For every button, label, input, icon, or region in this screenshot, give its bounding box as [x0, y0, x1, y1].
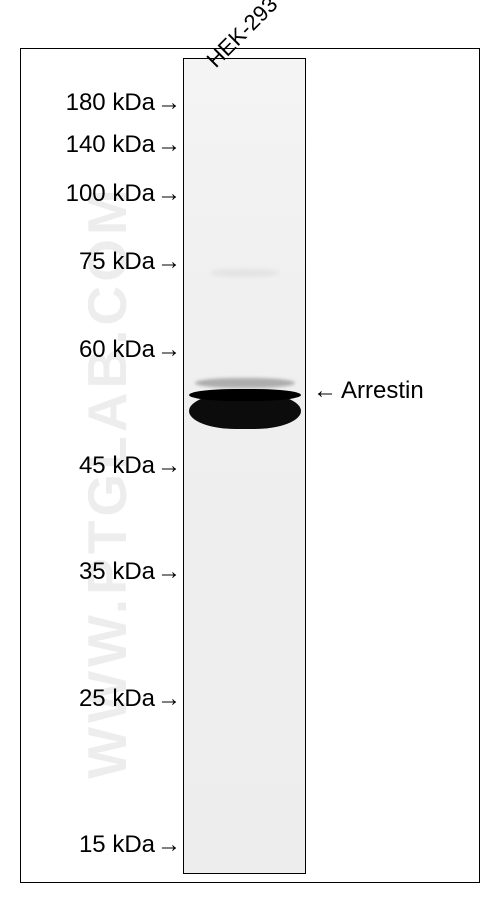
marker-label: 60 kDa→ [79, 336, 181, 364]
marker-label-text: 140 kDa [66, 131, 155, 158]
marker-label-text: 100 kDa [66, 180, 155, 207]
marker-label: 35 kDa→ [79, 558, 181, 586]
marker-label: 100 kDa→ [66, 180, 181, 208]
marker-label: 25 kDa→ [79, 685, 181, 713]
target-band-label: ←Arrestin [313, 377, 424, 405]
marker-label: 75 kDa→ [79, 248, 181, 276]
arrow-right-icon: → [157, 180, 181, 208]
marker-label: 180 kDa→ [66, 89, 181, 117]
marker-label-text: 35 kDa [79, 558, 155, 585]
blot-band [210, 269, 280, 277]
arrow-right-icon: → [157, 685, 181, 713]
marker-label: 140 kDa→ [66, 131, 181, 159]
arrow-right-icon: → [157, 831, 181, 859]
marker-label: 45 kDa→ [79, 452, 181, 480]
blot-band [195, 378, 295, 388]
lane-background [184, 59, 305, 873]
arrow-right-icon: → [157, 558, 181, 586]
arrow-right-icon: → [157, 336, 181, 364]
marker-label-text: 15 kDa [79, 831, 155, 858]
target-label-text: Arrestin [341, 377, 424, 404]
blot-band [189, 389, 301, 401]
arrow-left-icon: ← [313, 377, 337, 405]
arrow-right-icon: → [157, 89, 181, 117]
marker-label-text: 75 kDa [79, 248, 155, 275]
marker-label: 15 kDa→ [79, 831, 181, 859]
arrow-right-icon: → [157, 248, 181, 276]
marker-label-text: 25 kDa [79, 685, 155, 712]
blot-lane [183, 58, 306, 874]
arrow-right-icon: → [157, 452, 181, 480]
marker-label-text: 60 kDa [79, 336, 155, 363]
marker-label-text: 45 kDa [79, 452, 155, 479]
marker-label-text: 180 kDa [66, 89, 155, 116]
arrow-right-icon: → [157, 131, 181, 159]
